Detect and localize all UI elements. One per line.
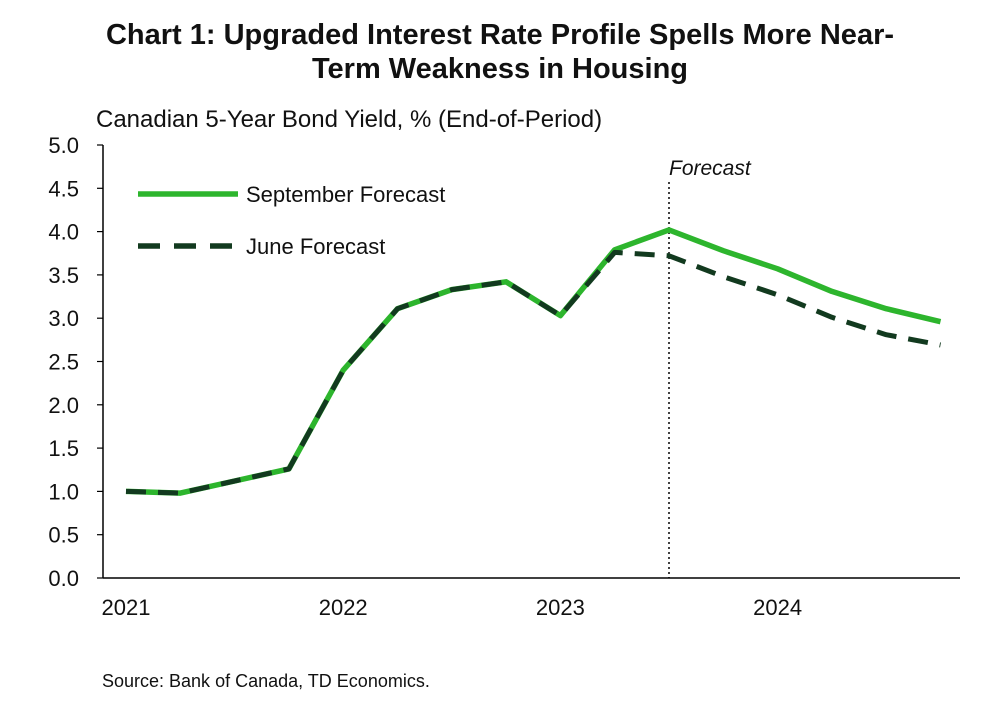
forecast-annotation: Forecast — [668, 157, 752, 578]
series-line-june-forecast — [125, 249, 941, 496]
x-tick-labels: 2021 2022 2023 2024 — [102, 595, 803, 620]
x-tick-label: 2024 — [753, 595, 802, 620]
y-tick-labels: 0.0 0.5 1.0 1.5 2.0 2.5 3.0 3.5 4.0 4.5 5.0 — [48, 133, 103, 591]
series-lines — [125, 227, 942, 496]
chart-title-line-1: Chart 1: Upgraded Interest Rate Profile … — [105, 19, 895, 51]
y-tick-label: 1.0 — [48, 479, 79, 504]
y-tick-label: 5.0 — [48, 133, 79, 158]
x-tick-label: 2021 — [102, 595, 151, 620]
chart-axes — [102, 145, 960, 579]
y-tick-label: 3.5 — [48, 263, 79, 288]
y-tick-label: 3.0 — [48, 306, 79, 331]
y-tick-label: 2.5 — [48, 350, 79, 375]
source-note: Source: Bank of Canada, TD Economics. — [102, 671, 430, 691]
x-tick-label: 2022 — [319, 595, 368, 620]
chart-subtitle: Canadian 5-Year Bond Yield, % (End-of-Pe… — [96, 106, 603, 133]
legend: September Forecast June Forecast — [138, 182, 445, 259]
y-tick-label: 0.5 — [48, 523, 79, 548]
legend-label: June Forecast — [246, 234, 385, 259]
forecast-label: Forecast — [669, 157, 752, 180]
y-tick-label: 4.5 — [48, 176, 79, 201]
y-tick-label: 4.0 — [48, 220, 79, 245]
y-tick-label: 2.0 — [48, 393, 79, 418]
chart-title-line-2: Term Weakness in Housing — [311, 53, 689, 85]
series-line-september-forecast — [125, 227, 942, 496]
x-tick-label: 2023 — [536, 595, 585, 620]
y-tick-label: 1.5 — [48, 436, 79, 461]
chart-title: Chart 1: Upgraded Interest Rate Profile … — [0, 18, 1000, 86]
y-tick-label: 0.0 — [48, 566, 79, 591]
legend-label: September Forecast — [246, 182, 445, 207]
